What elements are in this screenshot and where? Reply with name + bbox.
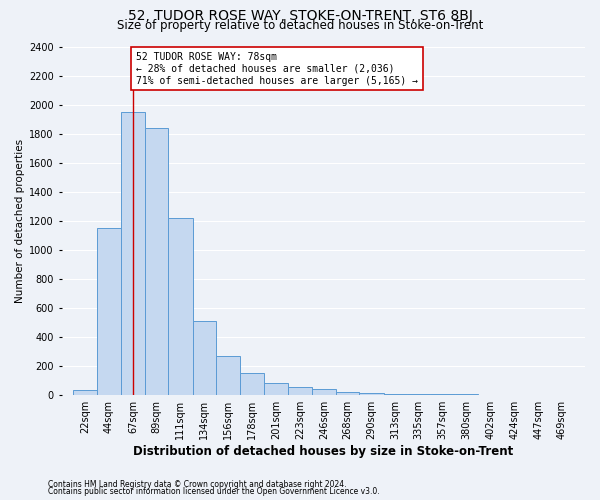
Text: 52 TUDOR ROSE WAY: 78sqm
← 28% of detached houses are smaller (2,036)
71% of sem: 52 TUDOR ROSE WAY: 78sqm ← 28% of detach… <box>136 52 418 86</box>
Bar <box>168 218 193 394</box>
Text: Contains public sector information licensed under the Open Government Licence v3: Contains public sector information licen… <box>48 487 380 496</box>
Bar <box>145 128 168 394</box>
Text: Contains HM Land Registry data © Crown copyright and database right 2024.: Contains HM Land Registry data © Crown c… <box>48 480 347 489</box>
Bar <box>73 390 97 394</box>
Bar <box>193 320 216 394</box>
Bar <box>287 388 312 394</box>
Y-axis label: Number of detached properties: Number of detached properties <box>15 138 25 302</box>
Text: 52, TUDOR ROSE WAY, STOKE-ON-TRENT, ST6 8BJ: 52, TUDOR ROSE WAY, STOKE-ON-TRENT, ST6 … <box>128 9 472 23</box>
Text: Size of property relative to detached houses in Stoke-on-Trent: Size of property relative to detached ho… <box>117 19 483 32</box>
Bar <box>239 373 264 394</box>
Bar <box>264 383 287 394</box>
Bar <box>121 112 145 395</box>
Bar <box>216 356 239 395</box>
Bar <box>97 228 121 394</box>
Bar <box>312 389 335 394</box>
Bar <box>335 392 359 394</box>
X-axis label: Distribution of detached houses by size in Stoke-on-Trent: Distribution of detached houses by size … <box>133 444 514 458</box>
